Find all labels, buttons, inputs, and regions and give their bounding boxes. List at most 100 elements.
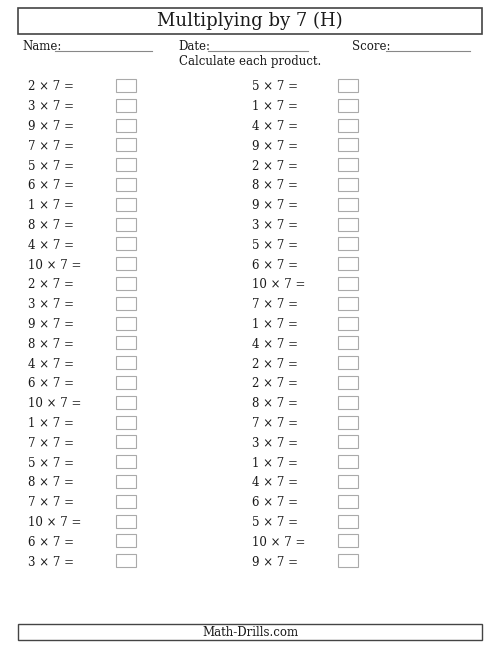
Text: 3 × 7 =: 3 × 7 = <box>28 556 74 569</box>
Bar <box>338 258 358 270</box>
Text: 1 × 7 =: 1 × 7 = <box>28 199 74 212</box>
Text: 9 × 7 =: 9 × 7 = <box>252 556 298 569</box>
Text: Name:: Name: <box>22 39 62 52</box>
Text: 6 × 7 =: 6 × 7 = <box>252 496 298 509</box>
Text: 1 × 7 =: 1 × 7 = <box>252 457 298 470</box>
Text: 7 × 7 =: 7 × 7 = <box>252 298 298 311</box>
Bar <box>338 376 358 389</box>
Bar <box>338 99 358 112</box>
Bar <box>116 159 136 171</box>
Text: 3 × 7 =: 3 × 7 = <box>252 219 298 232</box>
Bar <box>116 534 136 547</box>
Text: 5 × 7 =: 5 × 7 = <box>252 80 298 93</box>
Text: 7 × 7 =: 7 × 7 = <box>28 437 74 450</box>
Bar <box>116 396 136 409</box>
Bar <box>116 455 136 468</box>
Bar <box>338 495 358 508</box>
Bar <box>338 198 358 211</box>
Text: 2 × 7 =: 2 × 7 = <box>252 358 298 371</box>
Bar <box>338 455 358 468</box>
Text: 10 × 7 =: 10 × 7 = <box>28 516 82 529</box>
Bar <box>116 495 136 508</box>
Text: 10 × 7 =: 10 × 7 = <box>252 278 306 291</box>
Bar <box>338 415 358 428</box>
Text: 3 × 7 =: 3 × 7 = <box>252 437 298 450</box>
Text: 10 × 7 =: 10 × 7 = <box>252 536 306 549</box>
Text: 9 × 7 =: 9 × 7 = <box>252 199 298 212</box>
Bar <box>116 415 136 428</box>
Text: Multiplying by 7 (H): Multiplying by 7 (H) <box>157 12 343 30</box>
Bar <box>116 514 136 527</box>
Bar <box>116 237 136 250</box>
Text: Calculate each product.: Calculate each product. <box>179 56 321 69</box>
Bar <box>338 159 358 171</box>
Bar <box>338 554 358 567</box>
Text: 10 × 7 =: 10 × 7 = <box>28 397 82 410</box>
Text: 3 × 7 =: 3 × 7 = <box>28 100 74 113</box>
Bar <box>338 534 358 547</box>
Bar <box>116 554 136 567</box>
Bar <box>116 277 136 290</box>
Text: 8 × 7 =: 8 × 7 = <box>28 476 74 489</box>
Text: 6 × 7 =: 6 × 7 = <box>28 377 74 390</box>
Text: 1 × 7 =: 1 × 7 = <box>252 318 298 331</box>
Text: 3 × 7 =: 3 × 7 = <box>28 298 74 311</box>
Text: 4 × 7 =: 4 × 7 = <box>28 358 74 371</box>
Bar <box>116 138 136 151</box>
Text: 6 × 7 =: 6 × 7 = <box>28 536 74 549</box>
Text: 2 × 7 =: 2 × 7 = <box>28 80 74 93</box>
Text: 2 × 7 =: 2 × 7 = <box>28 278 74 291</box>
Text: 8 × 7 =: 8 × 7 = <box>252 179 298 192</box>
Bar <box>338 237 358 250</box>
Bar <box>338 297 358 310</box>
Text: 8 × 7 =: 8 × 7 = <box>28 338 74 351</box>
Text: 4 × 7 =: 4 × 7 = <box>252 476 298 489</box>
Bar <box>338 316 358 329</box>
Text: 8 × 7 =: 8 × 7 = <box>252 397 298 410</box>
Bar <box>338 356 358 369</box>
Bar <box>116 336 136 349</box>
Text: 5 × 7 =: 5 × 7 = <box>252 516 298 529</box>
Text: 9 × 7 =: 9 × 7 = <box>28 120 74 133</box>
Bar <box>338 79 358 92</box>
Bar <box>18 8 482 34</box>
Text: Math-Drills.com: Math-Drills.com <box>202 626 298 639</box>
Text: 8 × 7 =: 8 × 7 = <box>28 219 74 232</box>
Bar <box>338 138 358 151</box>
Bar <box>18 624 482 640</box>
Text: 6 × 7 =: 6 × 7 = <box>28 179 74 192</box>
Text: 2 × 7 =: 2 × 7 = <box>252 160 298 173</box>
Bar <box>116 118 136 131</box>
Bar <box>116 178 136 191</box>
Bar <box>116 297 136 310</box>
Text: 7 × 7 =: 7 × 7 = <box>28 496 74 509</box>
Text: 4 × 7 =: 4 × 7 = <box>28 239 74 252</box>
Text: 4 × 7 =: 4 × 7 = <box>252 120 298 133</box>
Text: Score:: Score: <box>352 39 391 52</box>
Bar <box>338 396 358 409</box>
Text: 7 × 7 =: 7 × 7 = <box>28 140 74 153</box>
Text: 1 × 7 =: 1 × 7 = <box>28 417 74 430</box>
Bar <box>338 435 358 448</box>
Bar <box>116 475 136 488</box>
Bar <box>116 316 136 329</box>
Bar <box>338 277 358 290</box>
Text: 7 × 7 =: 7 × 7 = <box>252 417 298 430</box>
Text: Date:: Date: <box>178 39 210 52</box>
Bar <box>116 356 136 369</box>
Text: 4 × 7 =: 4 × 7 = <box>252 338 298 351</box>
Bar <box>116 258 136 270</box>
Bar <box>338 178 358 191</box>
Text: 2 × 7 =: 2 × 7 = <box>252 377 298 390</box>
Bar <box>116 435 136 448</box>
Text: 1 × 7 =: 1 × 7 = <box>252 100 298 113</box>
Text: 9 × 7 =: 9 × 7 = <box>252 140 298 153</box>
Bar <box>116 217 136 230</box>
Text: 6 × 7 =: 6 × 7 = <box>252 259 298 272</box>
Bar <box>116 79 136 92</box>
Text: 5 × 7 =: 5 × 7 = <box>28 457 74 470</box>
Bar <box>338 217 358 230</box>
Text: 5 × 7 =: 5 × 7 = <box>28 160 74 173</box>
Bar <box>338 514 358 527</box>
Bar <box>116 198 136 211</box>
